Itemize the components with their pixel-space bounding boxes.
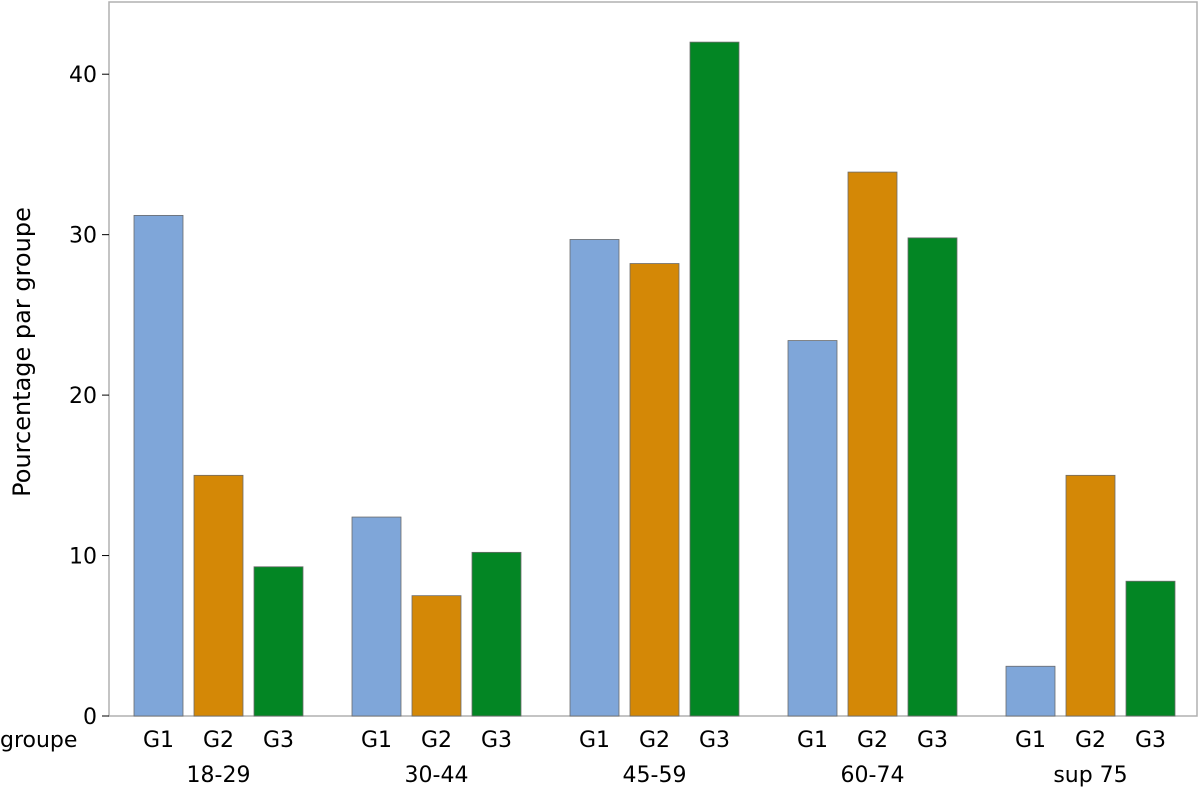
bar-18-29-G1 bbox=[133, 214, 184, 717]
x-subcategory-label: G2 bbox=[1075, 728, 1106, 753]
bar-30-44-G2 bbox=[411, 595, 462, 717]
x-category-label: 30-44 bbox=[405, 763, 469, 788]
x-subcategory-label: G3 bbox=[699, 728, 730, 753]
bar-45-59-G3 bbox=[689, 41, 740, 717]
x-subcategory-label: G1 bbox=[579, 728, 610, 753]
bar-45-59-G2 bbox=[629, 263, 680, 717]
x-subcategory-label: G3 bbox=[263, 728, 294, 753]
x-subcategory-label: G2 bbox=[203, 728, 234, 753]
x-subcategory-label: G3 bbox=[481, 728, 512, 753]
x-category-label: 60-74 bbox=[841, 763, 905, 788]
bar-18-29-G3 bbox=[253, 566, 304, 717]
bar-sup-75-G3 bbox=[1125, 580, 1176, 717]
y-axis: 0 10 20 30 40 bbox=[69, 63, 109, 730]
y-tick-label: 30 bbox=[69, 224, 97, 249]
x-category-label: sup 75 bbox=[1053, 763, 1127, 788]
x-subcategory-label: G2 bbox=[421, 728, 452, 753]
bar-sup-75-G2 bbox=[1065, 474, 1116, 717]
bar-18-29-G2 bbox=[193, 474, 244, 717]
bar-60-74-G1 bbox=[787, 340, 838, 717]
x-subcategory-label: G1 bbox=[361, 728, 392, 753]
x-subcategory-label: G2 bbox=[639, 728, 670, 753]
bar-30-44-G1 bbox=[351, 516, 402, 717]
y-tick-label: 20 bbox=[69, 384, 97, 409]
x-category-label: 18-29 bbox=[187, 763, 251, 788]
x-subcategory-label: G3 bbox=[1135, 728, 1166, 753]
bar-45-59-G1 bbox=[569, 239, 620, 717]
x-row-label: groupe bbox=[0, 728, 77, 753]
x-subcategory-label: G1 bbox=[1015, 728, 1046, 753]
y-tick-label: 0 bbox=[83, 705, 97, 730]
bar-30-44-G3 bbox=[471, 551, 522, 717]
x-subcategory-label: G1 bbox=[143, 728, 174, 753]
x-subcategory-label: G3 bbox=[917, 728, 948, 753]
bar-60-74-G2 bbox=[847, 171, 898, 717]
y-tick-label: 40 bbox=[69, 63, 97, 88]
x-category-label: 45-59 bbox=[623, 763, 687, 788]
bar-60-74-G3 bbox=[907, 237, 958, 717]
x-subcategory-label: G1 bbox=[797, 728, 828, 753]
bar-sup-75-G1 bbox=[1005, 665, 1056, 717]
x-subcategory-label: G2 bbox=[857, 728, 888, 753]
x-axis: G1 G2 G3 18-29 G1 G2 G3 30-44 G1 G2 G3 45-59 G1 G2 G3 6… bbox=[143, 728, 1166, 788]
bars bbox=[133, 41, 1176, 717]
y-axis-title: Pourcentage par groupe bbox=[8, 207, 36, 497]
y-tick-label: 10 bbox=[69, 545, 97, 570]
